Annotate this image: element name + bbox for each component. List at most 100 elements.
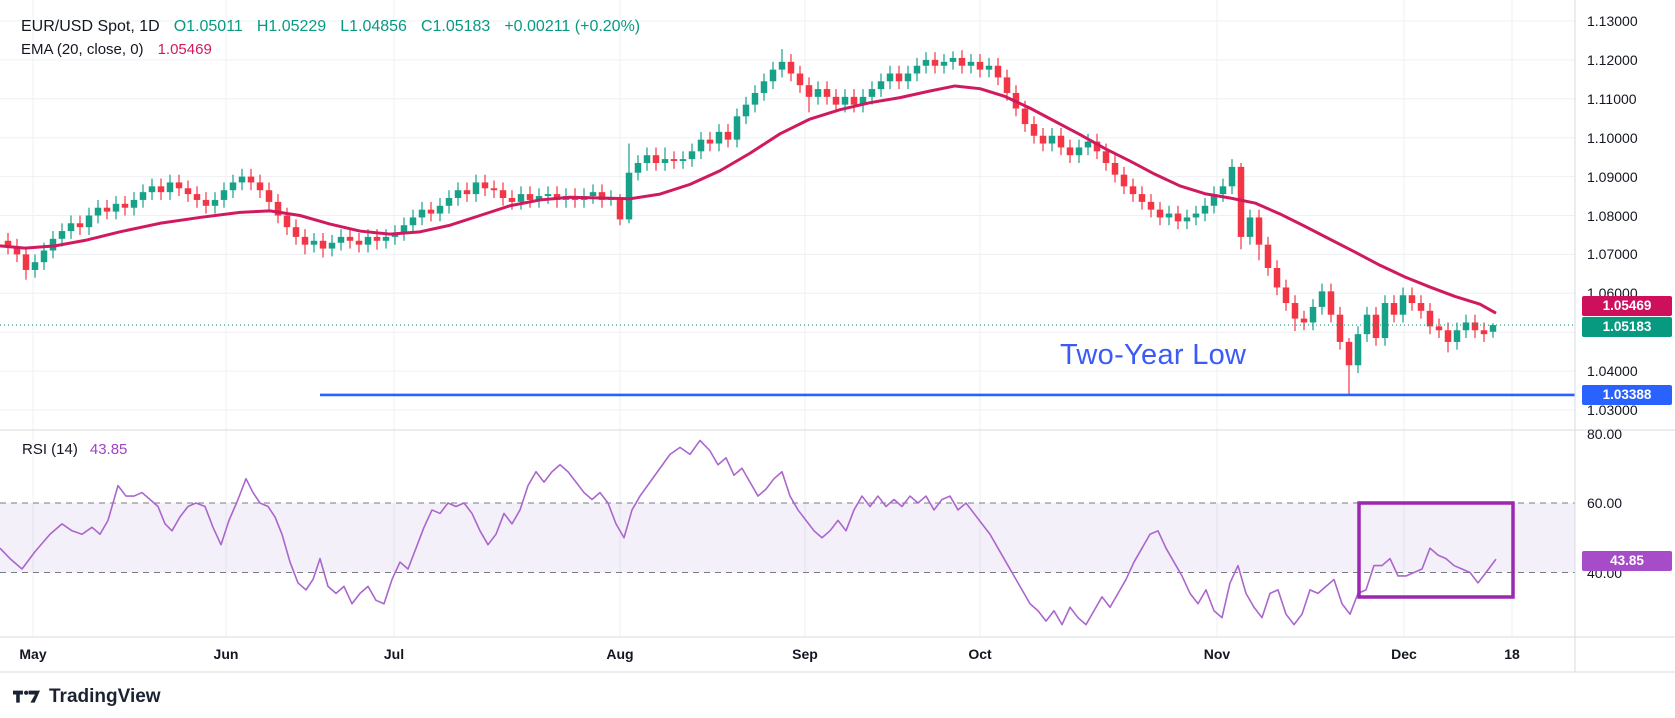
candle-down <box>1264 244 1272 269</box>
candle-down <box>976 61 984 70</box>
rsi-line[interactable] <box>0 439 1497 626</box>
candle-up <box>382 236 390 241</box>
candle-down <box>256 182 264 191</box>
ema-legend-row[interactable]: EMA (20, close, 0) 1.05469 <box>21 39 640 61</box>
candle-down <box>301 236 309 245</box>
candle-up <box>1363 314 1371 335</box>
candle-up <box>1183 217 1191 222</box>
ohlc-change: +0.00211 (+0.20%) <box>504 18 641 35</box>
candle-down <box>1129 186 1137 195</box>
price-tick-label: 1.07000 <box>1587 246 1638 263</box>
ohlc-open: O1.05011 <box>173 18 243 35</box>
symbol-title[interactable]: EUR/USD Spot, 1D <box>21 18 160 35</box>
rsi-highlight-box[interactable] <box>1357 501 1515 599</box>
candle-down <box>1138 194 1146 202</box>
candle-up <box>544 194 552 197</box>
symbol-legend[interactable]: EUR/USD Spot, 1D O1.05011 H1.05229 L1.04… <box>21 16 640 61</box>
time-axis[interactable]: May Jun Jul Aug Sep Oct Nov Dec 18 <box>0 637 1575 672</box>
candle-up <box>238 176 246 183</box>
candle-down <box>481 182 489 189</box>
candle-down <box>1003 77 1011 93</box>
rsi-tick-label: 60.00 <box>1587 495 1623 511</box>
candle-up <box>67 223 75 232</box>
candle-up <box>1084 141 1092 148</box>
candle-up <box>940 61 948 66</box>
time-tick-label: 18 <box>1504 646 1520 662</box>
two-year-low-annotation[interactable]: Two-Year Low <box>1060 339 1247 371</box>
candle-up <box>517 194 525 202</box>
candle-down <box>850 96 858 105</box>
candle-down <box>247 176 255 183</box>
rsi-label: RSI (14) <box>22 441 78 458</box>
candle-up <box>868 89 876 97</box>
candle-down <box>1327 291 1335 315</box>
candle-down <box>1111 162 1119 175</box>
time-tick-label: Nov <box>1203 646 1231 662</box>
candle-up <box>634 162 642 173</box>
candle-up <box>715 131 723 144</box>
price-tick-label: 1.12000 <box>1587 51 1638 68</box>
candle-up <box>661 159 669 163</box>
candle-down <box>1093 141 1101 152</box>
candle-up <box>445 197 453 206</box>
last-price-badge: 1.05183 <box>1582 317 1672 338</box>
rsi-band <box>0 503 1575 573</box>
candle-down <box>499 190 507 198</box>
candle-up <box>139 192 147 200</box>
candle-up <box>400 225 408 234</box>
candle-down <box>1147 201 1155 210</box>
candle-down <box>1120 174 1128 187</box>
candle-up <box>454 190 462 198</box>
candle-up <box>409 217 417 226</box>
time-tick-label: Sep <box>792 646 818 662</box>
candle-up <box>688 151 696 160</box>
candle-up <box>148 186 156 193</box>
candle-up <box>436 205 444 214</box>
candle-down <box>1471 322 1479 331</box>
candle-down <box>265 190 273 202</box>
candle-down <box>1336 314 1344 342</box>
candle-down <box>175 182 183 189</box>
tradingview-watermark[interactable]: TradingView <box>13 686 161 708</box>
candle-up <box>166 182 174 193</box>
candle-down <box>670 159 678 162</box>
candle-up <box>1354 334 1362 366</box>
candle-down <box>202 199 210 206</box>
candle-down <box>1417 303 1425 311</box>
candle-down <box>103 207 111 212</box>
candle-down <box>1156 209 1164 218</box>
candle-up <box>949 57 957 62</box>
candle-down <box>895 73 903 82</box>
candle-down <box>283 215 291 228</box>
rsi-legend-row[interactable]: RSI (14) 43.85 <box>22 441 127 458</box>
candle-down <box>1291 303 1299 319</box>
candle-down <box>958 57 966 66</box>
time-tick-label: Oct <box>968 646 992 662</box>
candle-up <box>1489 325 1497 332</box>
candle-up <box>697 139 705 152</box>
candle-up <box>418 209 426 218</box>
price-axis[interactable]: 40.0060.0080.001.030001.040001.050001.06… <box>1575 0 1675 672</box>
candle-up <box>769 69 777 82</box>
price-tick-label: 1.04000 <box>1587 363 1638 380</box>
candle-up <box>337 236 345 243</box>
ema-line[interactable] <box>0 84 1497 315</box>
ohlc-high: H1.05229 <box>256 18 327 35</box>
candle-down <box>931 59 939 66</box>
time-tick-label: May <box>19 646 47 662</box>
candle-down <box>1102 151 1110 163</box>
candle-down <box>193 194 201 200</box>
candle-down <box>616 197 624 220</box>
candle-up <box>31 262 39 270</box>
time-tick-label: Jul <box>383 646 405 662</box>
candle-up <box>742 104 750 117</box>
time-tick-label: Aug <box>606 646 634 662</box>
candle-down <box>355 240 363 245</box>
candle-up <box>589 192 597 197</box>
candle-down <box>1039 135 1047 144</box>
candle-up <box>220 190 228 200</box>
candle-up <box>472 182 480 195</box>
candle-up <box>760 81 768 93</box>
